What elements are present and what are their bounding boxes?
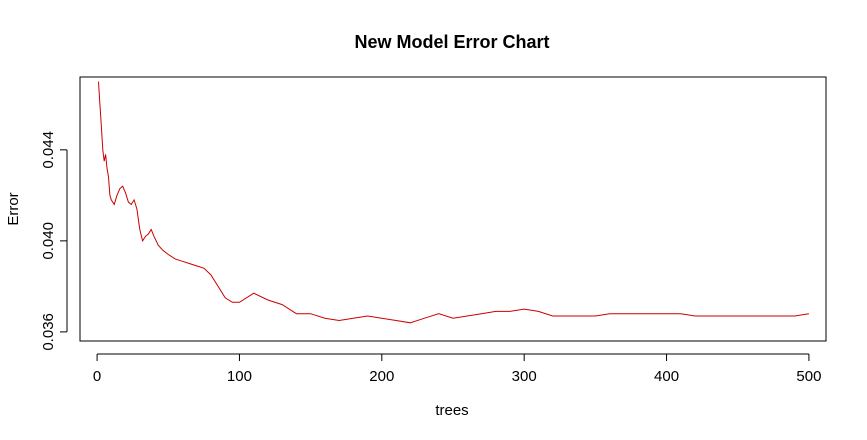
x-tick-label: 100: [227, 368, 252, 385]
plot-frame: [79, 76, 827, 342]
y-tick-label: 0.044: [40, 131, 57, 169]
x-axis: 0 100 200 300 400 500: [93, 353, 821, 385]
y-tick-label: 0.040: [40, 222, 57, 260]
chart-title: New Model Error Chart: [354, 32, 549, 52]
x-tick-label: 500: [796, 368, 821, 385]
y-axis-label: Error: [5, 192, 22, 225]
x-tick-label: 0: [93, 368, 101, 385]
x-tick-label: 300: [512, 368, 537, 385]
y-tick-label: 0.036: [40, 313, 57, 351]
x-axis-label: trees: [435, 402, 468, 419]
x-tick-label: 200: [369, 368, 394, 385]
y-axis: 0.036 0.040 0.044: [40, 131, 68, 351]
error-series-line: [98, 81, 809, 324]
x-tick-label: 400: [654, 368, 679, 385]
